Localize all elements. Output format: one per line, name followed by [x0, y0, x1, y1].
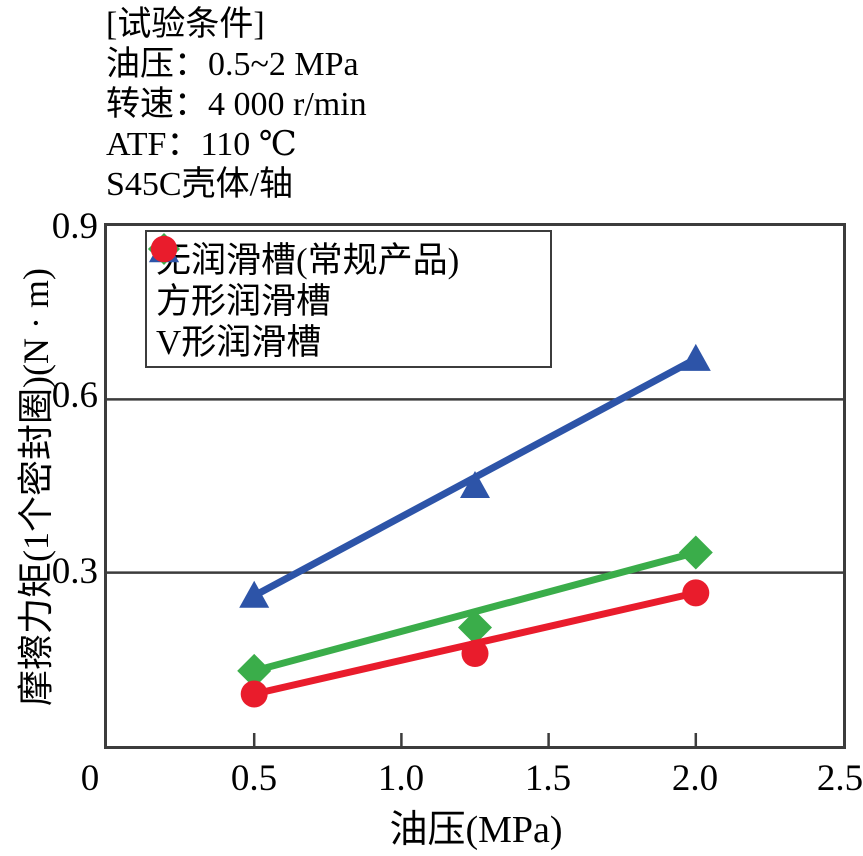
legend-row-square-groove: 方形润滑槽: [147, 232, 550, 321]
plot-area: 无润滑槽(常规产品) 方形润滑槽 V形润滑槽: [104, 223, 846, 749]
circle-marker-icon: [150, 235, 178, 263]
legend-label-square-groove: 方形润滑槽: [156, 282, 332, 321]
legend-label-v-groove: V形润滑槽: [156, 323, 322, 362]
conditions-title: [试验条件]: [106, 6, 265, 43]
x-tick-1.0: 1.0: [377, 758, 425, 799]
x-tick-0: 0: [80, 758, 100, 799]
legend-label-no-groove: 无润滑槽(常规产品): [156, 241, 460, 280]
y-tick-0.6: 0.6: [51, 375, 98, 416]
legend-row-v-groove: V形润滑槽: [150, 235, 550, 362]
x-axis-label: 油压(MPa): [389, 809, 563, 851]
legend: 无润滑槽(常规产品) 方形润滑槽 V形润滑槽: [145, 230, 552, 368]
condition-atf-temperature: ATF：110 ℃: [106, 126, 297, 163]
legend-row-no-groove: 无润滑槽(常规产品): [148, 235, 550, 280]
condition-oil-pressure: 油压：0.5~2 MPa: [106, 46, 359, 83]
x-tick-1.5: 1.5: [524, 758, 572, 799]
y-tick-0.9: 0.9: [51, 206, 98, 247]
x-tick-2.0: 2.0: [671, 758, 719, 799]
condition-rotation-speed: 转速：4 000 r/min: [106, 86, 367, 123]
y-axis-label: 摩擦力矩(1个密封圈)(N · m): [16, 268, 56, 706]
test-conditions-block: [试验条件] 油压：0.5~2 MPa 转速：4 000 r/min ATF：1…: [106, 5, 367, 205]
x-tick-2.5: 2.5: [816, 758, 863, 799]
data-series-canvas: [107, 343, 843, 746]
condition-material: S45C壳体/轴: [106, 166, 294, 203]
y-tick-0.3: 0.3: [51, 551, 98, 592]
x-tick-0.5: 0.5: [230, 758, 278, 799]
